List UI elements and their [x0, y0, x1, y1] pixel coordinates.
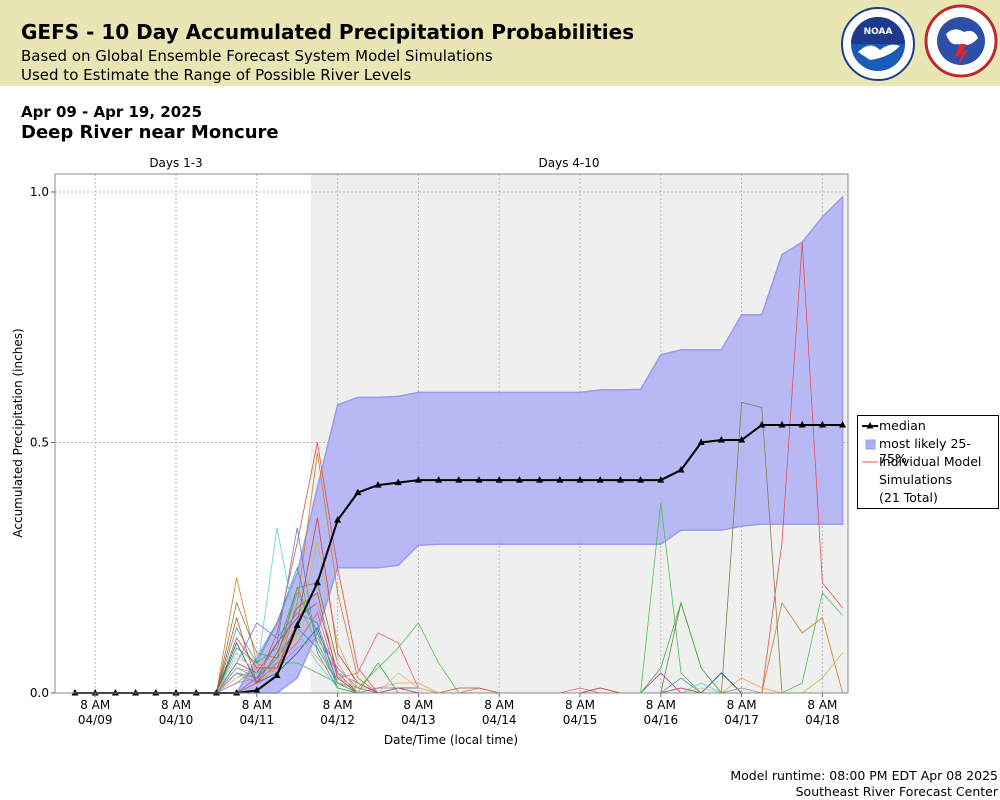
median-point — [253, 686, 261, 693]
location-title: Deep River near Moncure — [21, 122, 279, 143]
period-label-days-1-3: Days 1-3 — [149, 156, 202, 170]
x-tick-time-label: 8 AM — [484, 698, 514, 712]
x-tick-time-label: 8 AM — [727, 698, 757, 712]
x-tick-date-label: 04/15 — [563, 713, 598, 727]
median-point — [677, 466, 685, 473]
median-point — [334, 516, 342, 523]
median-point — [354, 488, 362, 496]
median-point — [414, 476, 422, 483]
median-point — [536, 476, 544, 483]
median-point — [637, 476, 645, 483]
period-label-days-4-10: Days 4-10 — [539, 156, 600, 170]
median-point — [374, 481, 382, 488]
model-runtime: Model runtime: 08:00 PM EDT Apr 08 2025 — [730, 768, 998, 783]
median-point — [233, 689, 241, 696]
median-point — [455, 476, 463, 483]
x-tick-time-label: 8 AM — [80, 698, 110, 712]
plot-border — [54, 173, 849, 694]
median-point — [839, 420, 847, 428]
x-tick-time-label: 8 AM — [807, 698, 837, 712]
legend-item-members-3: (21 Total) — [858, 489, 998, 507]
median-point — [91, 689, 99, 696]
median-point — [394, 478, 402, 486]
x-tick-time-label: 8 AM — [242, 698, 272, 712]
median-point — [697, 438, 705, 445]
x-tick-time-label: 8 AM — [161, 698, 191, 712]
median-point — [293, 621, 301, 628]
noaa-logo: NOAA — [841, 7, 915, 81]
legend-label-band: most likely 25-75% — [879, 436, 971, 466]
median-point — [172, 689, 180, 696]
forecast-center: Southeast River Forecast Center — [795, 784, 998, 799]
y-tick-label: 0.0 — [30, 686, 49, 700]
median-point — [495, 476, 503, 483]
y-axis-label: Accumulated Precipitation (inches) — [11, 328, 25, 537]
median-point — [778, 420, 786, 428]
y-tick-label: 1.0 — [30, 185, 49, 199]
median-point — [132, 689, 140, 696]
band-swatch-icon — [865, 439, 876, 450]
median-point — [576, 476, 584, 483]
median-point — [475, 476, 483, 483]
x-tick-time-label: 8 AM — [646, 698, 676, 712]
median-point — [818, 420, 826, 428]
median-point — [556, 476, 564, 483]
chart-legend: median most likely 25-75% Individual Mod… — [857, 415, 999, 509]
median-point — [71, 689, 79, 696]
median-point — [313, 578, 321, 586]
x-tick-time-label: 8 AM — [323, 698, 353, 712]
y-tick-label: 0.5 — [30, 436, 49, 450]
median-point — [273, 671, 281, 678]
median-point — [717, 435, 725, 443]
x-tick-date-label: 04/18 — [805, 713, 840, 727]
median-point — [515, 476, 523, 483]
nws-logo — [924, 4, 998, 78]
legend-item-members: Individual Model — [858, 453, 998, 471]
x-axis-label: Date/Time (local time) — [384, 733, 518, 747]
noaa-logo-text: NOAA — [864, 27, 893, 37]
median-point — [192, 689, 200, 696]
median-point — [616, 476, 624, 483]
banner-title: GEFS - 10 Day Accumulated Precipitation … — [21, 20, 635, 44]
legend-label-members-3: (21 Total) — [879, 490, 938, 505]
x-tick-date-label: 04/13 — [401, 713, 436, 727]
legend-item-median: median — [858, 417, 998, 435]
x-tick-date-label: 04/09 — [78, 713, 113, 727]
median-point — [111, 689, 119, 696]
median-point — [657, 476, 665, 483]
x-tick-date-label: 04/16 — [644, 713, 679, 727]
median-point — [596, 476, 604, 483]
forecast-date-range: Apr 09 - Apr 19, 2025 — [21, 103, 203, 121]
median-point — [152, 689, 160, 696]
legend-label-members-2: Simulations — [879, 472, 953, 487]
median-line-icon — [862, 422, 878, 429]
legend-label-members-1: Individual Model — [879, 454, 982, 469]
median-point — [435, 476, 443, 483]
x-tick-time-label: 8 AM — [565, 698, 595, 712]
band-25-75 — [216, 195, 844, 694]
x-tick-date-label: 04/17 — [724, 713, 759, 727]
x-tick-date-label: 04/12 — [320, 713, 355, 727]
legend-label-median: median — [879, 418, 926, 433]
x-tick-time-label: 8 AM — [403, 698, 433, 712]
median-point — [758, 420, 766, 428]
legend-item-members-2: Simulations — [858, 471, 998, 489]
x-tick-date-label: 04/14 — [482, 713, 517, 727]
median-point — [212, 689, 220, 696]
member-line-icon — [862, 461, 878, 463]
median-point — [738, 435, 746, 443]
x-tick-date-label: 04/11 — [240, 713, 275, 727]
header-banner: GEFS - 10 Day Accumulated Precipitation … — [0, 0, 1000, 86]
banner-subtitle-2: Used to Estimate the Range of Possible R… — [21, 66, 412, 84]
x-tick-date-label: 04/10 — [159, 713, 194, 727]
banner-subtitle-1: Based on Global Ensemble Forecast System… — [21, 47, 493, 65]
median-point — [798, 420, 806, 428]
legend-item-band: most likely 25-75% — [858, 435, 998, 466]
